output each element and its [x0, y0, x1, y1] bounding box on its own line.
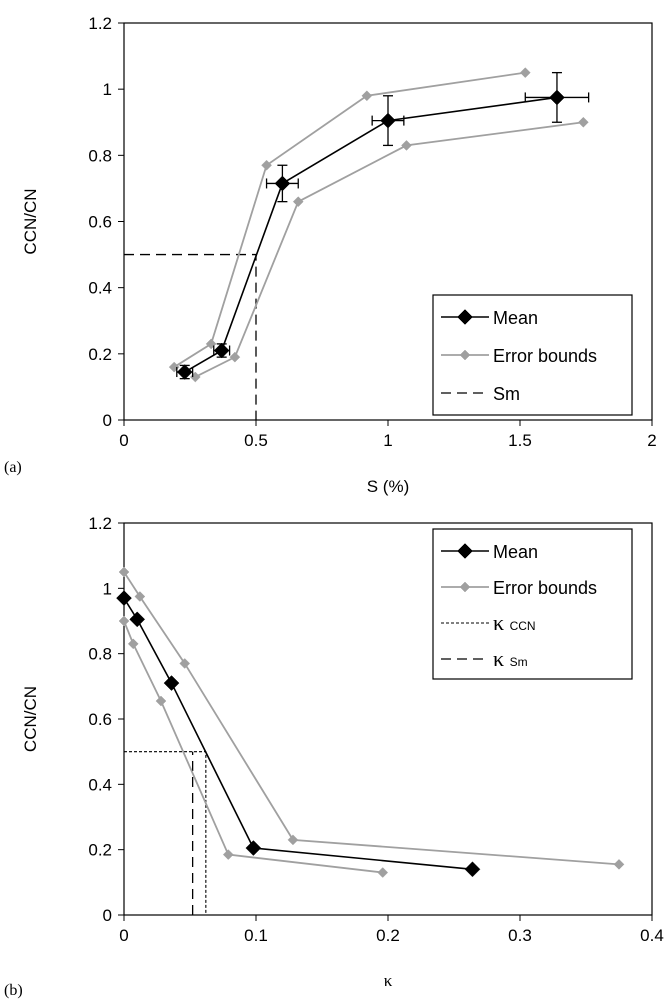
y-tick-label: 0.6 — [88, 213, 112, 232]
data-point — [377, 867, 389, 878]
y-tick-label: 0.6 — [88, 710, 112, 729]
series-mean — [116, 590, 481, 878]
data-point — [222, 849, 234, 860]
data-point — [118, 566, 130, 578]
data-point — [401, 140, 412, 151]
data-point — [578, 116, 589, 128]
data-point — [274, 175, 291, 192]
y-tick-label: 0 — [103, 411, 112, 430]
series-line — [123, 597, 473, 871]
y-tick-label: 0.4 — [88, 775, 112, 794]
data-point — [118, 615, 130, 627]
x-tick-label: 1 — [383, 431, 392, 450]
series-error-bounds — [168, 67, 531, 373]
data-point — [163, 675, 180, 691]
data-point — [189, 371, 201, 383]
legend-swatch-marker — [457, 543, 473, 559]
legend-label: κ Sm — [493, 646, 528, 671]
series-error-bounds — [118, 566, 625, 870]
data-point — [613, 859, 625, 870]
data-point — [155, 695, 167, 707]
data-point — [134, 591, 146, 602]
data-point — [179, 658, 191, 669]
chart-b: 0 0.1 0.2 0.3 0.4 0 0.2 0.4 0.6 0.8 1 1.2 κ CCN/CN (b)… — [4, 514, 664, 999]
legend-swatch-marker — [459, 581, 471, 593]
data-point — [464, 861, 481, 878]
x-tick-label: 1.5 — [508, 431, 532, 450]
y-tick-label: 0.2 — [88, 841, 112, 860]
panel-label: (b) — [4, 982, 23, 999]
series-error-bounds-lower — [118, 615, 389, 878]
data-point — [168, 361, 180, 373]
data-point — [519, 67, 531, 78]
series-error-bounds-lower — [189, 116, 589, 383]
data-point — [205, 338, 217, 350]
x-tick-label: 0.4 — [640, 926, 664, 945]
y-axis-label: CCN/CN — [21, 686, 40, 752]
legend-swatch-marker — [457, 309, 473, 325]
data-point — [549, 89, 565, 106]
data-point — [261, 159, 272, 171]
x-axis-label: S (%) — [367, 477, 410, 496]
x-tick-label: 0 — [119, 431, 128, 450]
y-tick-label: 1.2 — [88, 14, 112, 33]
legend-label: κ CCN — [493, 610, 536, 635]
x-tick-label: 0.1 — [244, 926, 268, 945]
x-tick-label: 0.3 — [508, 926, 532, 945]
chart-a: 0 0.5 1 1.5 2 0 0.2 0.4 0.6 0.8 1 1.2 S (%) CCN/CN (a)… — [4, 14, 657, 496]
data-point — [380, 112, 396, 129]
y-tick-label: 1.2 — [88, 514, 112, 533]
data-point — [292, 196, 304, 208]
series-line — [123, 620, 383, 874]
series-sm — [124, 253, 257, 420]
legend-label: Error bounds — [493, 578, 597, 598]
y-tick-label: 0 — [103, 906, 112, 925]
y-tick-label: 0.8 — [88, 146, 112, 165]
y-tick-label: 1 — [103, 80, 112, 99]
legend-label-sub: Sm — [510, 655, 528, 669]
data-point — [127, 638, 139, 650]
legend-label-main: κ — [493, 646, 510, 671]
x-axis-label: κ — [384, 971, 393, 990]
y-tick-label: 1 — [103, 579, 112, 598]
x-tick-label: 0 — [119, 926, 128, 945]
legend-label-main: κ — [493, 610, 510, 635]
x-tick-label: 0.5 — [244, 431, 268, 450]
series-mean — [176, 71, 590, 380]
legend-label: Mean — [493, 308, 538, 328]
legend-label-sub: CCN — [510, 619, 536, 633]
y-tick-label: 0.2 — [88, 345, 112, 364]
data-point — [229, 351, 241, 363]
data-point — [129, 611, 146, 628]
legend-swatch-marker — [459, 349, 471, 361]
y-axis-label: CCN/CN — [21, 188, 40, 254]
data-point — [361, 90, 373, 102]
x-tick-label: 0.2 — [376, 926, 400, 945]
series-line — [124, 253, 257, 420]
panel-label: (a) — [4, 459, 22, 476]
y-tick-label: 0.8 — [88, 645, 112, 664]
data-point — [116, 590, 132, 606]
x-tick-label: 2 — [647, 431, 656, 450]
legend: Mean Error bounds Sm — [432, 294, 633, 416]
data-point — [176, 364, 193, 380]
y-tick-label: 0.4 — [88, 279, 112, 298]
data-point — [213, 342, 230, 359]
data-point — [287, 834, 299, 846]
legend-label: Mean — [493, 542, 538, 562]
legend-label: Error bounds — [493, 346, 597, 366]
data-point — [245, 840, 262, 856]
legend-label: Sm — [493, 384, 520, 404]
